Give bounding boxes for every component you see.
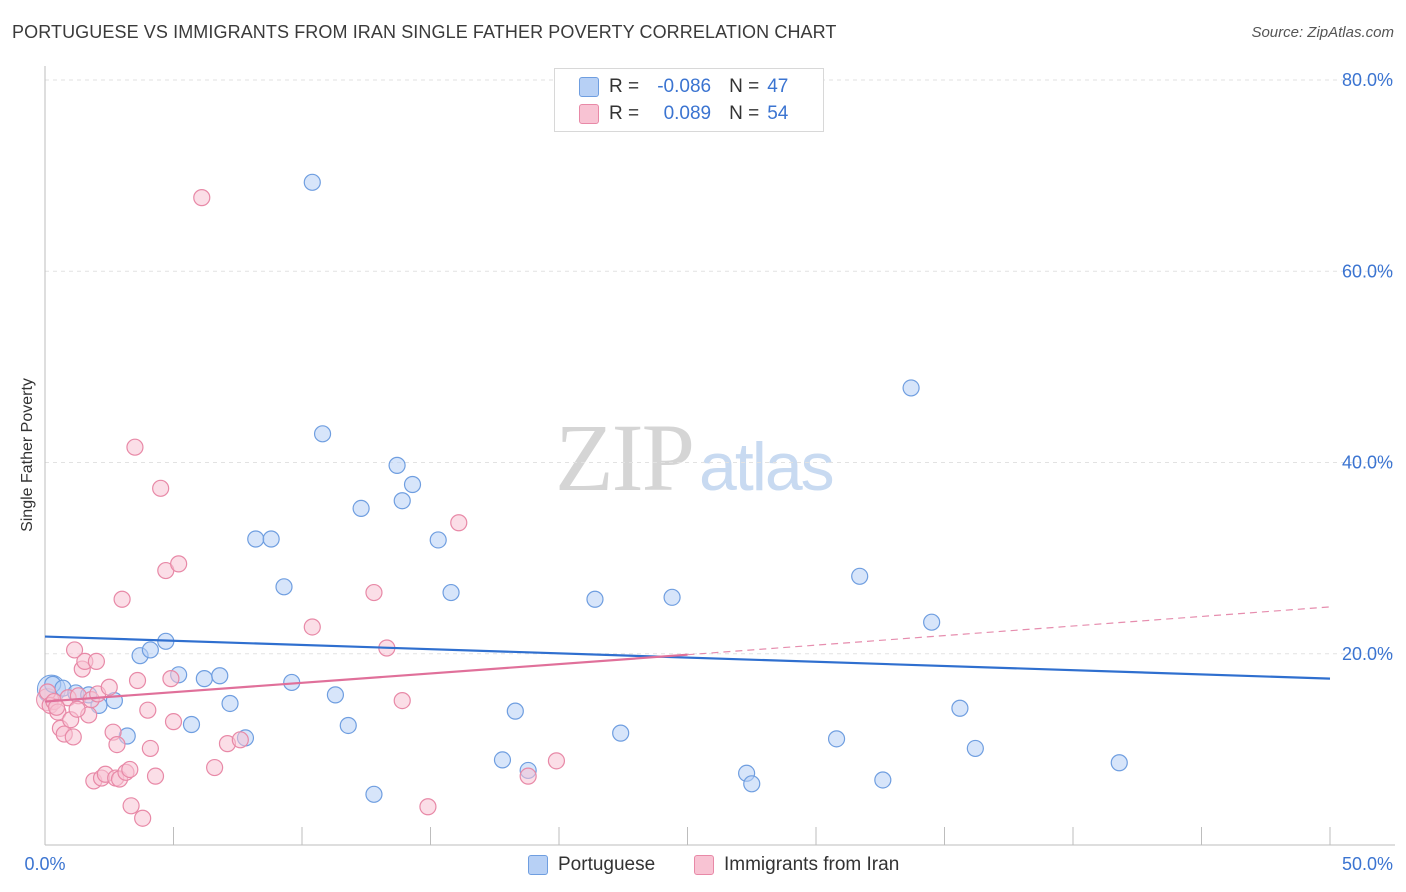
legend-r-value: 0.089 — [663, 103, 712, 124]
iran-point — [365, 583, 383, 602]
legend-n-label: N = — [729, 103, 760, 124]
portuguese-point — [182, 715, 201, 734]
portuguese-point — [827, 730, 846, 748]
y-tick-label: 40.0% — [1342, 453, 1393, 473]
iran-point — [134, 809, 152, 827]
portuguese-point — [743, 775, 761, 793]
portuguese-point — [506, 702, 524, 720]
y-tick-label: 80.0% — [1342, 70, 1393, 90]
portuguese-point — [902, 379, 920, 397]
portuguese-point — [403, 475, 422, 494]
portuguese-point — [388, 456, 406, 474]
iran-point — [126, 438, 144, 456]
iran-point — [113, 590, 131, 608]
portuguese-legend-swatch — [528, 855, 548, 875]
y-tick-label: 60.0% — [1342, 261, 1393, 281]
iran-legend-swatch — [694, 855, 714, 875]
portuguese-point — [966, 739, 984, 758]
portuguese-point — [442, 583, 460, 602]
portuguese-point — [663, 588, 681, 606]
chart-title: PORTUGUESE VS IMMIGRANTS FROM IRAN SINGL… — [12, 22, 837, 42]
correlation-legend: R = -0.086 N = 47 R = 0.089 N = 54 — [554, 68, 824, 132]
iran-point — [108, 735, 126, 754]
legend-n-value: 47 — [767, 76, 789, 97]
iran-swatch — [579, 104, 599, 124]
iran-point — [231, 731, 249, 749]
portuguese-point — [141, 641, 159, 659]
bottom-legend-iran: Immigrants from Iran — [694, 852, 899, 878]
iran-point — [139, 701, 157, 719]
iran-point — [152, 479, 170, 497]
portuguese-point — [1110, 754, 1128, 772]
iran-point — [87, 652, 106, 671]
iran-point — [141, 739, 159, 758]
iran-point — [128, 671, 147, 690]
portuguese-point — [303, 173, 321, 191]
iran-trend-line — [44, 653, 688, 703]
legend-row-portuguese: R = -0.086 N = 47 — [579, 74, 788, 100]
iran-point — [419, 798, 437, 816]
portuguese-point — [612, 724, 630, 742]
iran-trend-extension — [687, 606, 1331, 656]
portuguese-trend-line — [44, 635, 1331, 680]
iran-point — [68, 700, 86, 718]
x-tick-label: 50.0% — [1342, 854, 1393, 874]
legend-r-label: R = — [609, 103, 640, 124]
legend-n-label: N = — [729, 76, 760, 97]
portuguese-point — [339, 716, 357, 735]
portuguese-point — [493, 751, 512, 769]
portuguese-point — [586, 590, 604, 608]
x-tick-label: 0.0% — [24, 854, 65, 874]
iran-point — [393, 692, 411, 710]
iran-point — [193, 189, 211, 207]
iran-point — [450, 514, 468, 532]
iran-point — [47, 698, 66, 716]
iran-legend-label: Immigrants from Iran — [724, 854, 900, 875]
iran-point — [519, 767, 537, 785]
legend-row-iran: R = 0.089 N = 54 — [579, 101, 788, 127]
portuguese-swatch — [579, 77, 599, 97]
iran-point — [122, 797, 140, 815]
portuguese-point — [195, 670, 213, 688]
portuguese-point — [923, 613, 941, 631]
portuguese-point — [951, 699, 969, 717]
y-tick-label: 20.0% — [1342, 644, 1393, 664]
portuguese-point — [221, 694, 239, 713]
portuguese-point — [211, 667, 229, 685]
portuguese-point — [247, 530, 265, 548]
bottom-legend-portuguese: Portuguese — [528, 852, 655, 878]
portuguese-point — [313, 425, 332, 443]
portuguese-point — [352, 499, 370, 517]
legend-n-value: 54 — [767, 103, 789, 124]
portuguese-point — [365, 785, 383, 803]
iran-point — [121, 760, 139, 779]
portuguese-legend-label: Portuguese — [558, 854, 656, 875]
watermark: ZIPatlas — [555, 402, 835, 513]
watermark-zip: ZIP — [555, 404, 695, 511]
iran-point — [170, 555, 188, 573]
portuguese-point — [393, 492, 411, 510]
portuguese-point — [262, 530, 280, 548]
portuguese-point — [275, 578, 293, 596]
iran-point — [164, 713, 183, 731]
legend-r-value: -0.086 — [657, 76, 712, 97]
iran-point — [303, 618, 321, 636]
iran-point — [206, 758, 224, 777]
iran-point — [547, 752, 566, 770]
portuguese-point — [429, 531, 447, 549]
portuguese-point — [874, 771, 892, 789]
iran-point — [100, 678, 118, 696]
source-credit: Source: ZipAtlas.com — [1251, 24, 1394, 41]
iran-point — [162, 670, 180, 688]
iran-point — [146, 767, 165, 785]
iran-point — [64, 728, 82, 746]
portuguese-point — [851, 567, 869, 585]
iran-point — [65, 641, 84, 659]
portuguese-point — [326, 686, 345, 704]
legend-r-label: R = — [609, 76, 640, 97]
watermark-atlas: atlas — [699, 429, 835, 505]
